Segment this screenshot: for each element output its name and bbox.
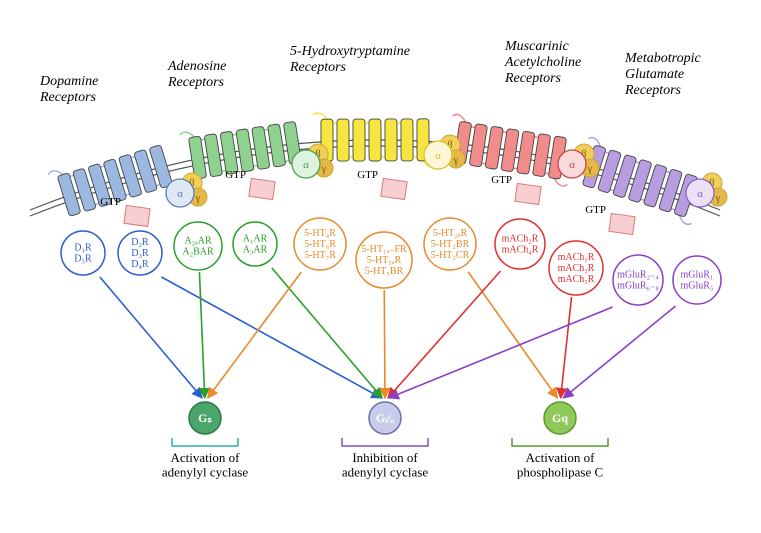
arrow-ht467-gs	[208, 272, 302, 398]
bubble-d234-line: D₄R	[131, 259, 149, 270]
svg-text:GTP: GTP	[491, 174, 512, 186]
bubble-m135: mACh₁RmACh₃RmACh₅R	[549, 241, 603, 295]
bubble-m24-line: mACh₄R	[502, 245, 539, 256]
svg-text:GTP: GTP	[585, 204, 606, 216]
svg-text:Gq: Gq	[552, 411, 568, 425]
bubble-a2-line: A₂ₐAR	[184, 236, 212, 247]
bubble-ht467-line: 5-HT₇R	[304, 250, 336, 261]
bubble-mglu15-line: mGluR₁	[681, 270, 714, 281]
5ht-receptor	[313, 113, 437, 168]
5ht-title: 5-HydroxytryptamineReceptors	[289, 44, 410, 75]
svg-text:GTP: GTP	[100, 196, 121, 208]
bubble-mglu2468: mGluR₂₋₄mGluR₆₋₈	[613, 255, 663, 305]
dopamine-title: DopamineReceptors	[39, 74, 98, 105]
effector-gq: Gq Activation ofphospholipase C	[512, 402, 608, 479]
arrow-ht1a5-gio	[384, 290, 385, 398]
diagram-canvas: DopamineReceptors AdenosineReceptors 5-Hyd…	[0, 0, 761, 533]
bubble-mglu15-line: mGluR₅	[681, 281, 714, 292]
dopamine-receptor	[48, 136, 183, 224]
svg-text:α: α	[177, 188, 183, 200]
bubble-d234-line: D₂R	[131, 237, 149, 248]
bubble-d1d5: D₁RD₅R	[61, 231, 105, 275]
bubble-d1d5-line: D₅R	[74, 254, 92, 265]
ach-title: MuscarinicAcetylcholineReceptors	[504, 39, 581, 86]
bubble-mglu15: mGluR₁mGluR₅	[673, 256, 721, 304]
svg-text:α: α	[435, 150, 441, 162]
arrow-d234-gio	[161, 277, 381, 398]
bubble-ht2: 5-HT₂ₐR5-HT₂BR5-HT₂CR	[424, 218, 476, 270]
svg-text:γ: γ	[321, 164, 327, 175]
svg-text:Gᵢ/ₒ: Gᵢ/ₒ	[376, 411, 395, 425]
bubble-ht1a5-line: 5-HT₅BR	[365, 266, 404, 277]
arrow-a2-gs	[199, 272, 204, 398]
bubble-ht467: 5-HT₄R5-HT₆R5-HT₇R	[294, 218, 346, 270]
bubble-mglu2468-line: mGluR₆₋₈	[617, 281, 659, 292]
bubble-d234: D₂RD₃RD₄R	[118, 231, 162, 275]
svg-text:Gₛ: Gₛ	[198, 411, 212, 425]
svg-text:α: α	[697, 188, 703, 200]
bubble-a1a3: A₁ARA₃AR	[233, 222, 277, 266]
svg-text:GTP: GTP	[357, 169, 378, 181]
effector-gio: Gᵢ/ₒ Inhibition ofadenylyl cyclase	[342, 402, 428, 479]
adenosine-title: AdenosineReceptors	[167, 59, 226, 90]
bubble-m24-line: mACh₂R	[502, 234, 539, 245]
svg-text:GTP: GTP	[225, 169, 246, 181]
bubble-a2-line: A₂BAR	[182, 247, 214, 258]
arrow-a1a3-gio	[272, 268, 382, 398]
bubble-m135-line: mACh₃R	[558, 263, 595, 274]
arrow-m24-gio	[388, 271, 501, 398]
bubble-ht1a5: 5-HT₁ₐ₋FR5-HT₅ₐR5-HT₅BR	[356, 232, 412, 288]
bubble-ht1a5-line: 5-HT₅ₐR	[367, 255, 402, 266]
bubble-a1a3-line: A₁AR	[243, 234, 268, 245]
effector-gq-caption: Activation ofphospholipase C	[517, 450, 603, 479]
svg-text:γ: γ	[587, 164, 593, 175]
svg-text:α: α	[303, 159, 309, 171]
effector-gio-caption: Inhibition ofadenylyl cyclase	[342, 450, 428, 479]
effector-gs-caption: Activation ofadenylyl cyclase	[162, 450, 248, 479]
bubble-ht2-line: 5-HT₂CR	[431, 250, 470, 261]
bubble-m135-line: mACh₁R	[558, 252, 595, 263]
arrow-m135-gq	[561, 297, 572, 398]
effector-gs: Gₛ Activation ofadenylyl cyclase	[162, 402, 248, 479]
bubble-ht2-line: 5-HT₂ₐR	[433, 228, 468, 239]
svg-text:γ: γ	[715, 193, 721, 204]
svg-text:γ: γ	[195, 193, 201, 204]
bubble-a1a3-line: A₃AR	[243, 245, 268, 256]
bubble-ht467-line: 5-HT₆R	[304, 239, 336, 250]
bubble-ht1a5-line: 5-HT₁ₐ₋FR	[361, 244, 407, 255]
bubble-m135-line: mACh₅R	[558, 274, 595, 285]
svg-text:α: α	[569, 159, 575, 171]
bubble-a2: A₂ₐARA₂BAR	[174, 222, 222, 270]
mglu-title: MetabotropicGlutamateReceptors	[624, 51, 701, 98]
bubble-mglu2468-line: mGluR₂₋₄	[617, 270, 659, 281]
bubble-m24: mACh₂RmACh₄R	[495, 219, 545, 269]
bubble-ht2-line: 5-HT₂BR	[431, 239, 470, 250]
svg-text:γ: γ	[453, 155, 459, 166]
arrow-d1d5-gs	[100, 277, 202, 398]
bubble-d1d5-line: D₁R	[74, 243, 92, 254]
bubble-ht467-line: 5-HT₄R	[304, 228, 336, 239]
bubble-d234-line: D₃R	[131, 248, 149, 259]
